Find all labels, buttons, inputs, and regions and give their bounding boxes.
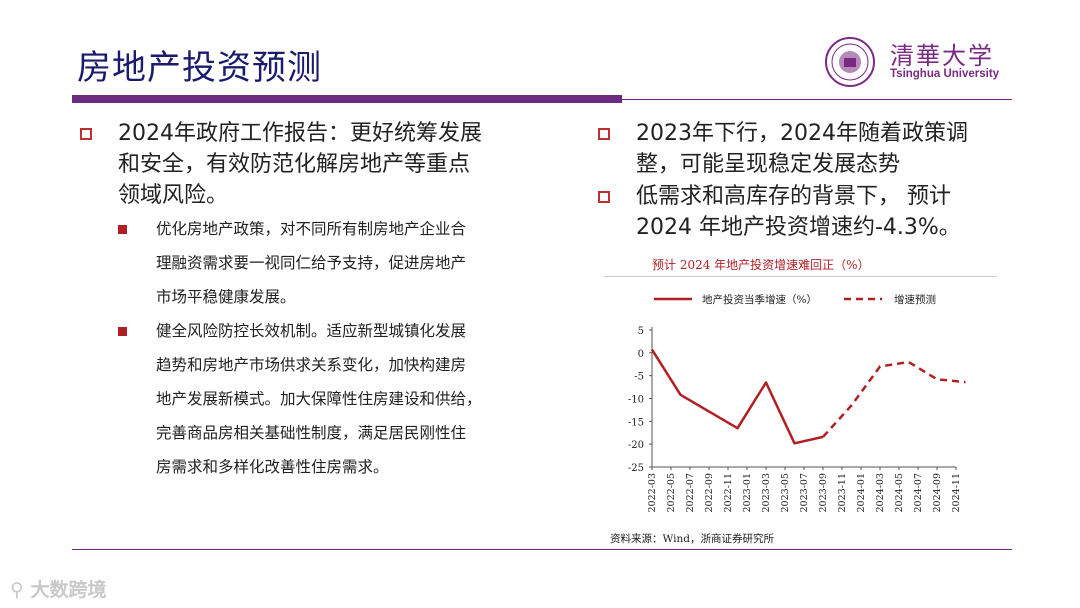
x-tick-label: 2022-11 xyxy=(723,473,734,512)
watermark-logo-icon: ⚲ xyxy=(10,579,31,601)
bullet-line: 健全风险防控长效机制。适应新型城镇化发展 xyxy=(156,322,467,340)
watermark-text: 大数跨境 xyxy=(30,579,107,601)
right-bullet-2-text: 低需求和高库存的背景下， 预计 2024 年地产投资增速约-4.3%。 xyxy=(636,181,961,243)
y-tick-label: -25 xyxy=(628,463,644,474)
bullet-line: 理融资需求要一视同仁给予支持，促进房地产 xyxy=(156,254,467,272)
x-tick-label: 2023-05 xyxy=(780,473,791,512)
square-bullet-icon xyxy=(118,327,127,336)
x-tick-label: 2024-01 xyxy=(856,473,867,512)
x-tick-label: 2023-07 xyxy=(799,473,810,512)
x-tick-label: 2023-11 xyxy=(837,473,848,512)
sub-bullet-text: 健全风险防控长效机制。适应新型城镇化发展 趋势和房地产市场供求关系变化，加快构建… xyxy=(156,314,482,484)
x-tick-label: 2023-03 xyxy=(761,473,772,512)
university-seal-icon xyxy=(825,37,875,87)
x-tick-label: 2022-09 xyxy=(704,473,715,512)
bullet-line: 整，可能呈现稳定发展态势 xyxy=(636,152,901,177)
checkbox-bullet-icon xyxy=(598,191,610,203)
x-tick-label: 2024-11 xyxy=(951,473,962,512)
y-tick-label: -5 xyxy=(634,372,644,383)
x-tick-label: 2022-05 xyxy=(666,473,677,512)
checkbox-bullet-icon xyxy=(80,128,92,140)
bullet-line: 低需求和高库存的背景下， 预计 xyxy=(636,184,951,209)
logo-english-name: Tsinghua University xyxy=(890,68,1000,80)
y-tick-label: -10 xyxy=(628,395,644,406)
logo-chinese-name: 清華大学 xyxy=(890,42,994,70)
chart-top-border xyxy=(604,276,997,277)
left-main-bullet-text: 2024年政府工作报告：更好统筹发展 和安全，有效防范化解房地产等重点 领域风险… xyxy=(118,118,482,211)
bullet-line: 趋势和房地产市场供求关系变化，加快构建房 xyxy=(156,356,467,374)
footer-rule xyxy=(72,549,1012,550)
bullet-line: 房需求和多样化改善性住房需求。 xyxy=(156,458,389,476)
x-tick-label: 2024-03 xyxy=(875,473,886,512)
x-tick-label: 2024-07 xyxy=(913,473,924,512)
bullet-line: 优化房地产政策，对不同所有制房地产企业合 xyxy=(156,220,467,238)
header-rule-thin xyxy=(622,99,1012,100)
legend-label: 地产投资当季增速（%） xyxy=(702,293,817,306)
legend-label: 增速预测 xyxy=(894,293,936,306)
square-bullet-icon xyxy=(118,225,127,234)
y-tick-label: 5 xyxy=(638,326,644,337)
x-tick-label: 2024-05 xyxy=(894,473,905,512)
forecast-series-line xyxy=(822,360,966,438)
bullet-line: 2024年政府工作报告：更好统筹发展 xyxy=(118,121,482,146)
page-title: 房地产投资预测 xyxy=(77,48,322,88)
bullet-line: 和安全，有效防范化解房地产等重点 xyxy=(118,152,471,177)
university-logo: 清華大学 Tsinghua University xyxy=(820,36,1020,88)
sub-bullet-text: 优化房地产政策，对不同所有制房地产企业合 理融资需求要一视同仁给予支持，促进房地… xyxy=(156,212,466,314)
bullet-line: 市场平稳健康发展。 xyxy=(156,288,296,306)
actual-series-line xyxy=(650,348,824,445)
x-tick-label: 2024-09 xyxy=(932,473,943,512)
x-tick-label: 2023-09 xyxy=(818,473,829,512)
x-tick-label: 2022-03 xyxy=(647,473,658,512)
bullet-line: 2024 年地产投资增速约-4.3%。 xyxy=(636,215,961,240)
y-tick-label: -15 xyxy=(628,417,644,428)
bullet-line: 领域风险。 xyxy=(118,183,229,208)
header-rule-thick xyxy=(72,95,622,103)
x-tick-label: 2023-01 xyxy=(742,473,753,512)
watermark: ⚲ 大数跨境 xyxy=(10,575,107,602)
chart-title: 预计 2024 年地产投资增速难回正（%） xyxy=(652,258,870,272)
x-tick-label: 2022-07 xyxy=(685,473,696,512)
chart-source: 资料来源：Wind，浙商证券研究所 xyxy=(610,533,774,545)
y-tick-label: -20 xyxy=(628,440,644,451)
right-bullet-1-text: 2023年下行，2024年随着政策调 整，可能呈现稳定发展态势 xyxy=(636,118,968,180)
bullet-line: 完善商品房相关基础性制度，满足居民刚性住 xyxy=(156,424,467,442)
checkbox-bullet-icon xyxy=(598,128,610,140)
bullet-line: 地产发展新模式。加大保障性住房建设和供给， xyxy=(156,390,482,408)
y-tick-label: 0 xyxy=(638,349,644,360)
bullet-line: 2023年下行，2024年随着政策调 xyxy=(636,121,968,146)
